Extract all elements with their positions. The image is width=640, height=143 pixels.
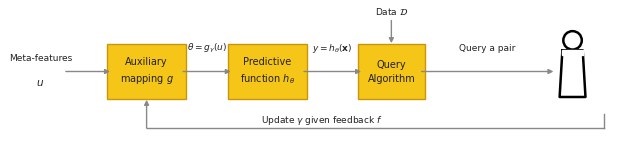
Text: Meta-features: Meta-features (9, 54, 72, 63)
FancyBboxPatch shape (107, 44, 186, 99)
Polygon shape (563, 50, 582, 55)
Text: $y = h_\theta(\mathbf{x})$: $y = h_\theta(\mathbf{x})$ (312, 42, 353, 55)
Text: Query a pair: Query a pair (460, 44, 516, 53)
FancyBboxPatch shape (358, 44, 425, 99)
Ellipse shape (563, 31, 582, 50)
Text: Data $\mathcal{D}$: Data $\mathcal{D}$ (374, 6, 408, 17)
FancyBboxPatch shape (228, 44, 307, 99)
Text: Predictive
function $h_\theta$: Predictive function $h_\theta$ (240, 57, 295, 86)
Text: Update $\gamma$ given feedback $f$: Update $\gamma$ given feedback $f$ (260, 114, 382, 127)
Text: $u$: $u$ (36, 78, 44, 88)
Polygon shape (559, 50, 586, 97)
Text: $\theta = g_\gamma(u)$: $\theta = g_\gamma(u)$ (187, 42, 227, 55)
Text: Auxiliary
mapping $g$: Auxiliary mapping $g$ (120, 57, 173, 86)
Text: Query
Algorithm: Query Algorithm (367, 59, 415, 84)
